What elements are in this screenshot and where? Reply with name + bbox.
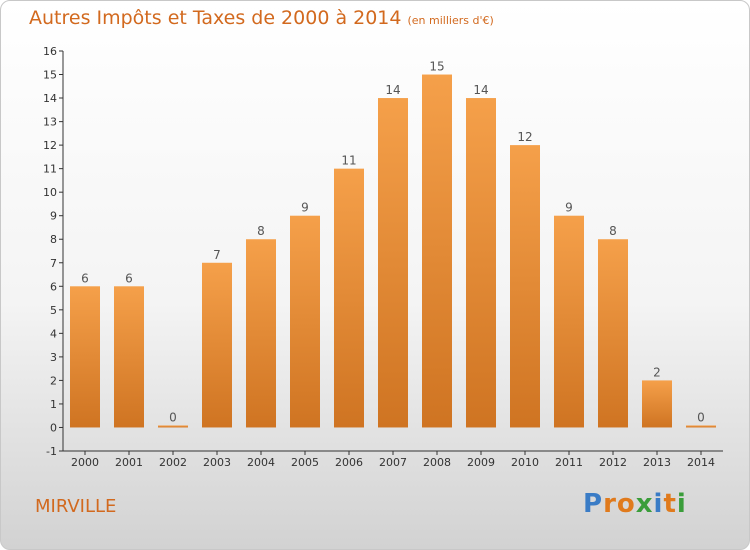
y-tick-label: 4	[50, 327, 57, 340]
y-tick-label: 11	[43, 163, 57, 176]
value-label: 6	[81, 271, 89, 285]
y-tick-label: 7	[50, 257, 57, 270]
logo-letter: o	[616, 489, 636, 519]
logo-letter: P	[583, 489, 604, 519]
place-name: MIRVILLE	[35, 496, 117, 517]
value-label: 0	[697, 410, 705, 424]
value-label: 11	[341, 154, 356, 168]
bar	[378, 98, 408, 428]
x-tick-label: 2004	[247, 456, 275, 469]
x-tick-label: 2010	[511, 456, 539, 469]
chart-title-text: Autres Impôts et Taxes de 2000 à 2014	[29, 7, 402, 29]
bar	[510, 145, 540, 428]
y-tick-label: 14	[43, 92, 57, 105]
y-tick-label: 16	[43, 45, 57, 58]
value-label: 8	[257, 224, 265, 238]
bar	[686, 425, 716, 428]
value-label: 9	[565, 201, 573, 215]
value-label: 15	[429, 60, 444, 74]
bar	[554, 215, 584, 428]
y-tick-label: 1	[50, 398, 57, 411]
value-labels: 6 6 0 7 8 9 11 14 15 14 12 9 8 2 0	[81, 60, 705, 425]
y-tick-label: 13	[43, 116, 57, 129]
x-tick-label: 2013	[643, 456, 671, 469]
x-tick-labels: 2000 2001 2002 2003 2004 2005 2006 2007 2008 2009…	[71, 451, 715, 469]
y-tick-label: -1	[46, 445, 57, 458]
y-tick-label: 6	[50, 280, 57, 293]
chart-title: Autres Impôts et Taxes de 2000 à 2014 (en…	[29, 7, 494, 29]
x-tick-label: 2005	[291, 456, 319, 469]
bar	[598, 239, 628, 428]
y-tick-label: 9	[50, 210, 57, 223]
bar	[422, 74, 452, 428]
y-tick-label: 3	[50, 351, 57, 364]
value-label: 8	[609, 224, 617, 238]
bar	[114, 286, 144, 428]
logo-letter: x	[635, 489, 654, 519]
x-tick-label: 2009	[467, 456, 495, 469]
y-tick-label: 10	[43, 186, 57, 199]
y-tick-label: 0	[50, 421, 57, 434]
x-tick-label: 2011	[555, 456, 583, 469]
y-tick-label: 12	[43, 139, 57, 152]
x-tick-label: 2003	[203, 456, 231, 469]
bar	[466, 98, 496, 428]
value-label: 7	[213, 248, 221, 262]
value-label: 12	[517, 130, 532, 144]
bars	[70, 74, 716, 428]
logo-letter: r	[603, 489, 617, 519]
bar	[158, 425, 188, 428]
value-label: 14	[385, 83, 400, 97]
proxiti-logo: Proxiti	[583, 489, 687, 519]
x-tick-label: 2000	[71, 456, 99, 469]
x-tick-label: 2006	[335, 456, 363, 469]
bar	[70, 286, 100, 428]
y-tick-label: 15	[43, 69, 57, 82]
y-tick-label: 2	[50, 374, 57, 387]
x-tick-label: 2007	[379, 456, 407, 469]
y-tick-label: 8	[50, 233, 57, 246]
bar	[334, 168, 364, 428]
logo-letter: i	[676, 489, 687, 519]
bar	[290, 215, 320, 428]
value-label: 14	[473, 83, 488, 97]
x-tick-label: 2012	[599, 456, 627, 469]
x-tick-label: 2014	[687, 456, 715, 469]
y-tick-label: 5	[50, 304, 57, 317]
chart-unit: (en milliers d'€)	[407, 14, 494, 27]
value-label: 6	[125, 271, 133, 285]
logo-letter: i	[653, 489, 664, 519]
x-tick-label: 2002	[159, 456, 187, 469]
x-tick-label: 2001	[115, 456, 143, 469]
value-label: 9	[301, 201, 309, 215]
value-label: 0	[169, 410, 177, 424]
value-label: 2	[653, 365, 661, 379]
bar	[642, 380, 672, 428]
bar	[246, 239, 276, 428]
bar	[202, 262, 232, 428]
logo-letter: t	[663, 489, 677, 519]
x-tick-label: 2008	[423, 456, 451, 469]
